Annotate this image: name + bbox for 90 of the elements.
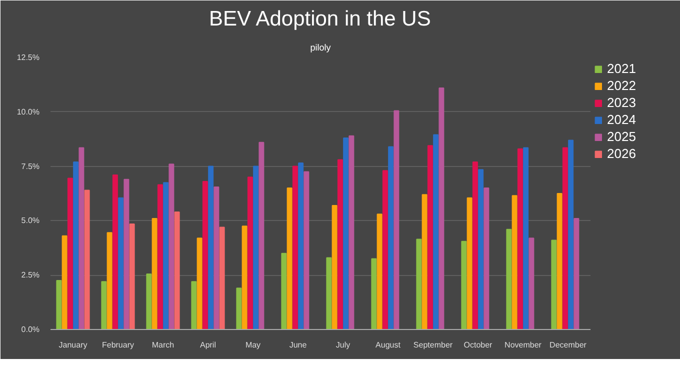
bar [348, 135, 354, 330]
bar [242, 226, 248, 330]
y-tick-label: 12.5% [16, 53, 40, 62]
bar [523, 147, 529, 330]
bar [466, 197, 472, 330]
bar [73, 161, 79, 330]
legend-label: 2026 [607, 146, 636, 161]
bar [292, 166, 298, 330]
bar [208, 166, 214, 330]
x-tick-label: September [413, 340, 453, 350]
x-tick-label: June [289, 340, 308, 350]
bar [433, 134, 439, 330]
x-tick-label: December [550, 340, 587, 350]
legend-label: 2023 [607, 95, 636, 110]
bar [461, 240, 467, 330]
bar [337, 159, 343, 330]
x-tick-label: July [336, 340, 350, 350]
bar [422, 194, 428, 330]
bar [528, 238, 534, 330]
bar [371, 258, 377, 330]
bar [394, 110, 400, 330]
bar [196, 238, 202, 330]
bar [286, 188, 292, 330]
bar [191, 281, 197, 330]
x-tick-label: January [58, 340, 88, 350]
bar [478, 169, 484, 330]
bar [253, 166, 259, 330]
x-tick-label: August [376, 340, 402, 350]
y-tick-label: 0.0% [21, 325, 40, 334]
bar [219, 226, 225, 330]
bar [562, 147, 568, 330]
legend-label: 2022 [607, 78, 636, 93]
y-tick-label: 5.0% [21, 216, 40, 226]
bar [112, 174, 118, 330]
bar [163, 182, 169, 330]
bar [506, 228, 512, 330]
y-tick-label: 7.5% [21, 162, 40, 171]
bar [326, 257, 332, 330]
bar [168, 164, 174, 330]
bar [388, 146, 394, 330]
x-tick-label: March [152, 340, 174, 350]
chart-subtitle: piloly [310, 42, 332, 52]
bar [382, 170, 388, 330]
bar [343, 138, 349, 330]
bar [106, 232, 112, 330]
bar [62, 235, 68, 330]
bar [67, 178, 73, 330]
bar [298, 162, 304, 330]
bar [84, 190, 90, 330]
bar [202, 181, 208, 330]
bar [174, 211, 180, 330]
bar [556, 193, 562, 330]
x-tick-label: April [200, 340, 216, 350]
x-tick-label: May [245, 340, 261, 350]
bar [281, 252, 287, 330]
bar [214, 186, 220, 330]
x-tick-label: February [102, 340, 134, 350]
bar [157, 184, 163, 330]
bar [376, 214, 382, 330]
bar [438, 87, 444, 330]
bar [568, 140, 574, 330]
bar [101, 281, 107, 330]
legend-label: 2024 [607, 112, 636, 127]
legend-label: 2025 [607, 129, 636, 144]
bar [258, 142, 264, 330]
bar [332, 204, 338, 330]
bar [129, 223, 135, 330]
bar [146, 274, 152, 330]
x-tick-label: October [464, 340, 493, 350]
bar [304, 171, 310, 330]
bar [124, 178, 130, 330]
bar [236, 288, 242, 330]
x-tick-label: November [504, 340, 542, 350]
bar [118, 197, 124, 330]
bar [484, 188, 490, 330]
bar [247, 176, 253, 330]
bar [512, 195, 518, 330]
y-tick-label: 2.5% [21, 270, 40, 280]
bar [427, 145, 433, 330]
y-tick-label: 10.0% [16, 107, 40, 116]
bar [574, 218, 580, 330]
legend-label: 2021 [607, 61, 636, 76]
bar [78, 147, 84, 330]
chart-title: BEV Adoption in the US [209, 8, 431, 30]
bar [551, 240, 557, 330]
bar [56, 280, 62, 330]
bar [517, 148, 523, 330]
bar [152, 218, 158, 330]
bar [416, 238, 422, 330]
bar [472, 161, 478, 330]
